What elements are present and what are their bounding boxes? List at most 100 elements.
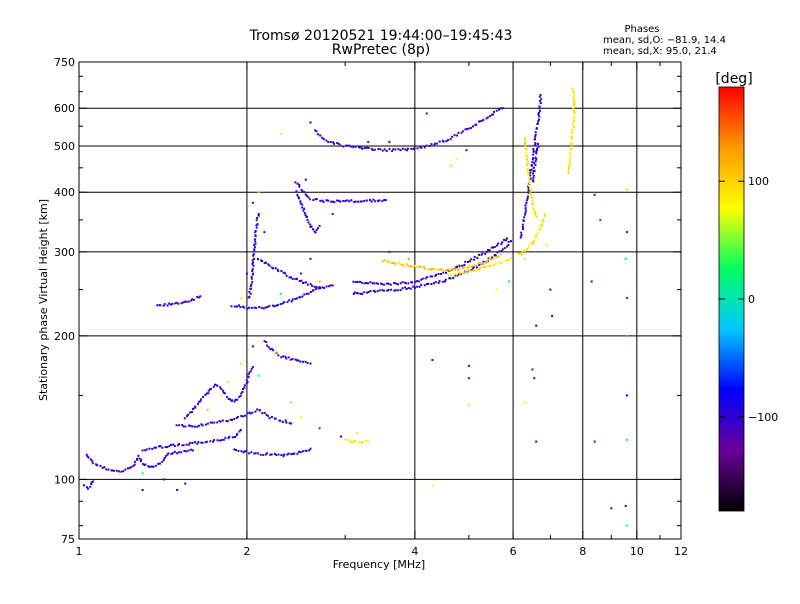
echo-point [283,453,286,456]
echo-point [207,392,210,395]
echo-point [313,285,316,288]
echo-point [183,300,186,303]
echo-point [250,283,253,286]
echo-point [427,268,430,271]
echo-point [280,356,283,359]
echo-point [318,286,321,289]
echo-point [144,463,147,466]
echo-point [357,200,360,203]
echo-point [482,266,485,268]
echo-point [187,443,190,446]
echo-point [433,144,436,147]
echo-point [377,148,380,151]
echo-point [248,452,251,455]
echo-point [384,259,387,262]
echo-point [386,289,389,292]
echo-point [190,299,193,302]
echo-point [532,166,535,169]
echo-point [448,277,451,280]
echo-point [394,289,397,292]
echo-point [191,408,194,410]
echo-point [297,359,300,362]
echo-point [378,199,381,202]
echo-point [590,280,593,283]
echo-point [476,256,479,259]
echo-point [473,266,475,269]
echo-point [246,375,249,378]
echo-point [529,242,532,245]
echo-point [218,439,221,442]
echo-point [302,209,305,212]
echo-point [569,162,572,165]
echo-point [473,255,476,258]
echo-point [498,250,501,253]
echo-point [148,447,151,450]
echo-point [527,187,530,190]
echo-point [288,276,291,279]
echo-point [177,302,180,305]
echo-point [593,193,596,196]
echo-point [227,397,230,400]
echo-point [452,268,455,271]
echo-point [245,450,248,453]
echo-point [262,454,265,456]
echo-point [537,145,540,148]
echo-point [572,96,575,99]
echo-point [226,395,229,398]
echo-point [115,469,118,472]
echo-point [170,303,172,306]
echo-point [399,289,402,292]
echo-point [190,448,193,451]
echo-point [279,132,282,135]
echo-point [248,290,251,293]
echo-point [521,250,524,253]
echo-point [231,399,234,402]
echo-point [388,148,391,151]
echo-point [99,464,102,467]
echo-point [526,158,528,161]
echo-point [473,258,476,261]
echo-point [492,263,495,266]
echo-point [130,465,133,468]
echo-point [484,252,487,255]
echo-point [567,164,570,167]
echo-point [538,107,541,110]
echo-point [572,91,575,94]
echo-point [306,283,309,286]
echo-point [111,469,114,472]
echo-point [529,192,532,195]
echo-point [185,300,188,303]
echo-point [404,148,407,151]
echo-point [251,262,254,265]
echo-point [247,373,250,376]
echo-point [526,197,529,200]
echo-point [472,269,475,272]
echo-point [287,452,290,455]
echo-point [309,283,312,285]
echo-point [453,134,456,137]
echo-point [448,273,450,276]
echo-point [567,169,570,171]
echo-point [435,273,437,276]
echo-point [245,272,248,275]
echo-point [199,295,202,298]
echo-point [624,504,627,507]
echo-point [369,198,371,201]
echo-point [361,147,364,150]
echo-point [374,200,377,203]
echo-point [132,464,135,467]
echo-point [91,459,94,462]
echo-point [283,301,286,304]
echo-point [257,374,260,377]
echo-point [491,258,494,261]
echo-point [573,104,576,107]
echo-point [300,279,303,282]
echo-point [259,409,262,412]
echo-point [533,377,536,380]
echo-point [242,451,245,454]
echo-point [534,164,537,167]
echo-point [524,207,527,210]
echo-point [236,432,239,435]
echo-point [178,451,181,454]
echo-point [534,211,537,214]
